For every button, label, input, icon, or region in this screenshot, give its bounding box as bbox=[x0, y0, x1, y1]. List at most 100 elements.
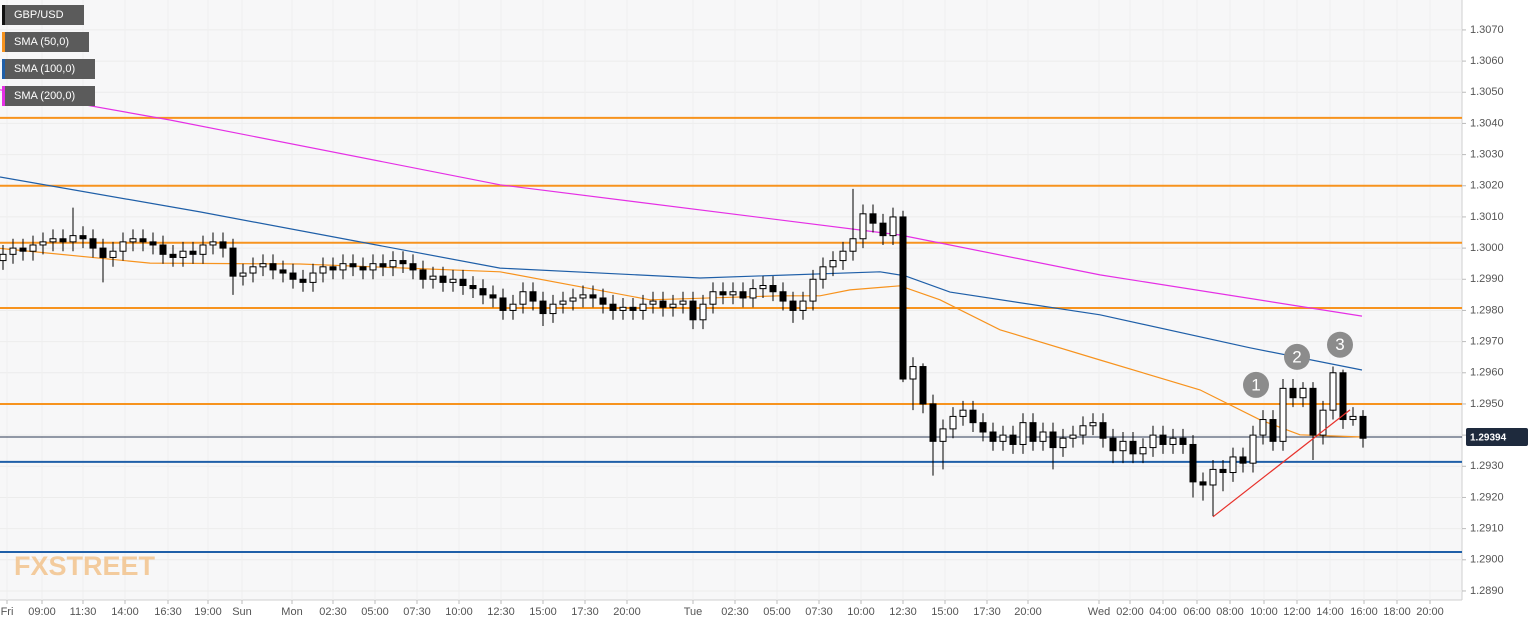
candle-body bbox=[659, 300, 667, 308]
candle-body bbox=[1079, 425, 1087, 436]
candle-body bbox=[1209, 468, 1217, 486]
x-tick-label: 20:00 bbox=[1416, 606, 1444, 618]
candle-body bbox=[749, 288, 757, 299]
candle-body bbox=[219, 241, 227, 249]
candle-body bbox=[399, 260, 407, 265]
candle-body bbox=[319, 266, 327, 274]
annotation-marker bbox=[1284, 343, 1310, 370]
x-tick-label: 20:00 bbox=[1014, 606, 1042, 618]
candle-body bbox=[309, 272, 317, 283]
last-price-box bbox=[1466, 427, 1528, 446]
candle-body bbox=[169, 253, 177, 258]
candle-body bbox=[179, 250, 187, 258]
candle-body bbox=[1069, 434, 1077, 439]
candle-body bbox=[589, 294, 597, 299]
candle-body bbox=[329, 266, 337, 271]
candle-body bbox=[1359, 415, 1367, 439]
candle-body bbox=[599, 297, 607, 305]
x-tick-label: 14:00 bbox=[111, 606, 139, 618]
legend-box bbox=[2, 86, 95, 106]
x-tick-label: 05:00 bbox=[361, 606, 389, 618]
x-tick-label: 04:00 bbox=[1149, 606, 1177, 618]
x-tick-label: 14:00 bbox=[1316, 606, 1344, 618]
candle-body bbox=[109, 250, 117, 258]
candle-body bbox=[839, 250, 847, 262]
y-tick-label: 1.3000 bbox=[1470, 242, 1504, 254]
candle-body bbox=[649, 300, 657, 305]
x-tick-label: 11:30 bbox=[70, 606, 97, 618]
x-tick-label: 05:00 bbox=[763, 606, 791, 618]
candle-body bbox=[199, 244, 207, 255]
candle-body bbox=[1149, 434, 1157, 449]
x-tick-label: 09:00 bbox=[28, 606, 56, 618]
legend-label: SMA (50,0) bbox=[14, 36, 69, 48]
annotation-label: 1 bbox=[1251, 375, 1260, 394]
y-tick-label: 1.3020 bbox=[1470, 180, 1504, 192]
candle-body bbox=[1049, 431, 1057, 449]
candle-body bbox=[699, 303, 707, 321]
x-tick-label: 12:30 bbox=[487, 606, 515, 618]
candle-body bbox=[139, 238, 147, 243]
candle-body bbox=[579, 294, 587, 299]
candle-body bbox=[79, 235, 87, 240]
candle-body bbox=[799, 300, 807, 311]
candle-body bbox=[1349, 415, 1357, 421]
candle-body bbox=[339, 263, 347, 271]
x-tick-label: 17:30 bbox=[973, 606, 1001, 618]
candle-body bbox=[569, 297, 577, 302]
y-tick-label: 1.3070 bbox=[1470, 24, 1504, 36]
candle-body bbox=[609, 303, 617, 311]
candle-body bbox=[529, 291, 537, 302]
x-tick-label: 12:00 bbox=[1283, 606, 1311, 618]
x-tick-label: Fri bbox=[1, 606, 14, 618]
legend-swatch bbox=[2, 59, 5, 79]
annotation-marker bbox=[1327, 331, 1353, 358]
y-tick-label: 1.2960 bbox=[1470, 367, 1504, 379]
candle-body bbox=[239, 272, 247, 277]
candle-body bbox=[1319, 409, 1327, 436]
candle-body bbox=[959, 409, 967, 417]
candle-body bbox=[99, 247, 107, 258]
y-tick-label: 1.2950 bbox=[1470, 398, 1504, 410]
candle-body bbox=[159, 244, 167, 255]
legend-box bbox=[2, 59, 95, 79]
candle-body bbox=[129, 238, 137, 243]
candle-body bbox=[619, 306, 627, 311]
x-tick-label: 18:00 bbox=[1383, 606, 1411, 618]
annotation-label: 3 bbox=[1335, 335, 1344, 354]
x-tick-label: 10:00 bbox=[445, 606, 473, 618]
candle-body bbox=[1309, 387, 1317, 436]
candle-body bbox=[549, 303, 557, 315]
x-tick-label: 07:30 bbox=[805, 606, 833, 618]
candle-body bbox=[689, 300, 697, 321]
candle-body bbox=[409, 263, 417, 271]
x-tick-label: 07:30 bbox=[403, 606, 431, 618]
candle-body bbox=[1199, 481, 1207, 486]
candle-body bbox=[259, 263, 267, 268]
candle-body bbox=[119, 241, 127, 252]
candle-body bbox=[1269, 419, 1277, 442]
candle-body bbox=[1029, 422, 1037, 442]
candle-body bbox=[899, 216, 907, 380]
candle-body bbox=[289, 272, 297, 280]
candle-body bbox=[0, 253, 7, 262]
candle-body bbox=[1009, 434, 1017, 445]
candle-body bbox=[469, 285, 477, 290]
candle-body bbox=[1239, 456, 1247, 464]
y-tick-label: 1.2930 bbox=[1470, 460, 1504, 472]
candle-body bbox=[1289, 387, 1297, 399]
x-tick-label: 16:30 bbox=[154, 606, 182, 618]
y-tick-label: 1.2900 bbox=[1470, 554, 1504, 566]
candle-body bbox=[509, 303, 517, 311]
legend-item: SMA (50,0) bbox=[2, 32, 89, 52]
candle-body bbox=[979, 422, 987, 433]
sma-line bbox=[0, 176, 1363, 371]
legend-box bbox=[2, 5, 84, 25]
plot-area bbox=[0, 0, 1462, 600]
y-tick-label: 1.2910 bbox=[1470, 523, 1504, 535]
candle-body bbox=[1279, 387, 1287, 442]
candle-body bbox=[499, 297, 507, 311]
candle-body bbox=[369, 263, 377, 271]
candle-body bbox=[929, 403, 937, 442]
candle-body bbox=[439, 275, 447, 283]
